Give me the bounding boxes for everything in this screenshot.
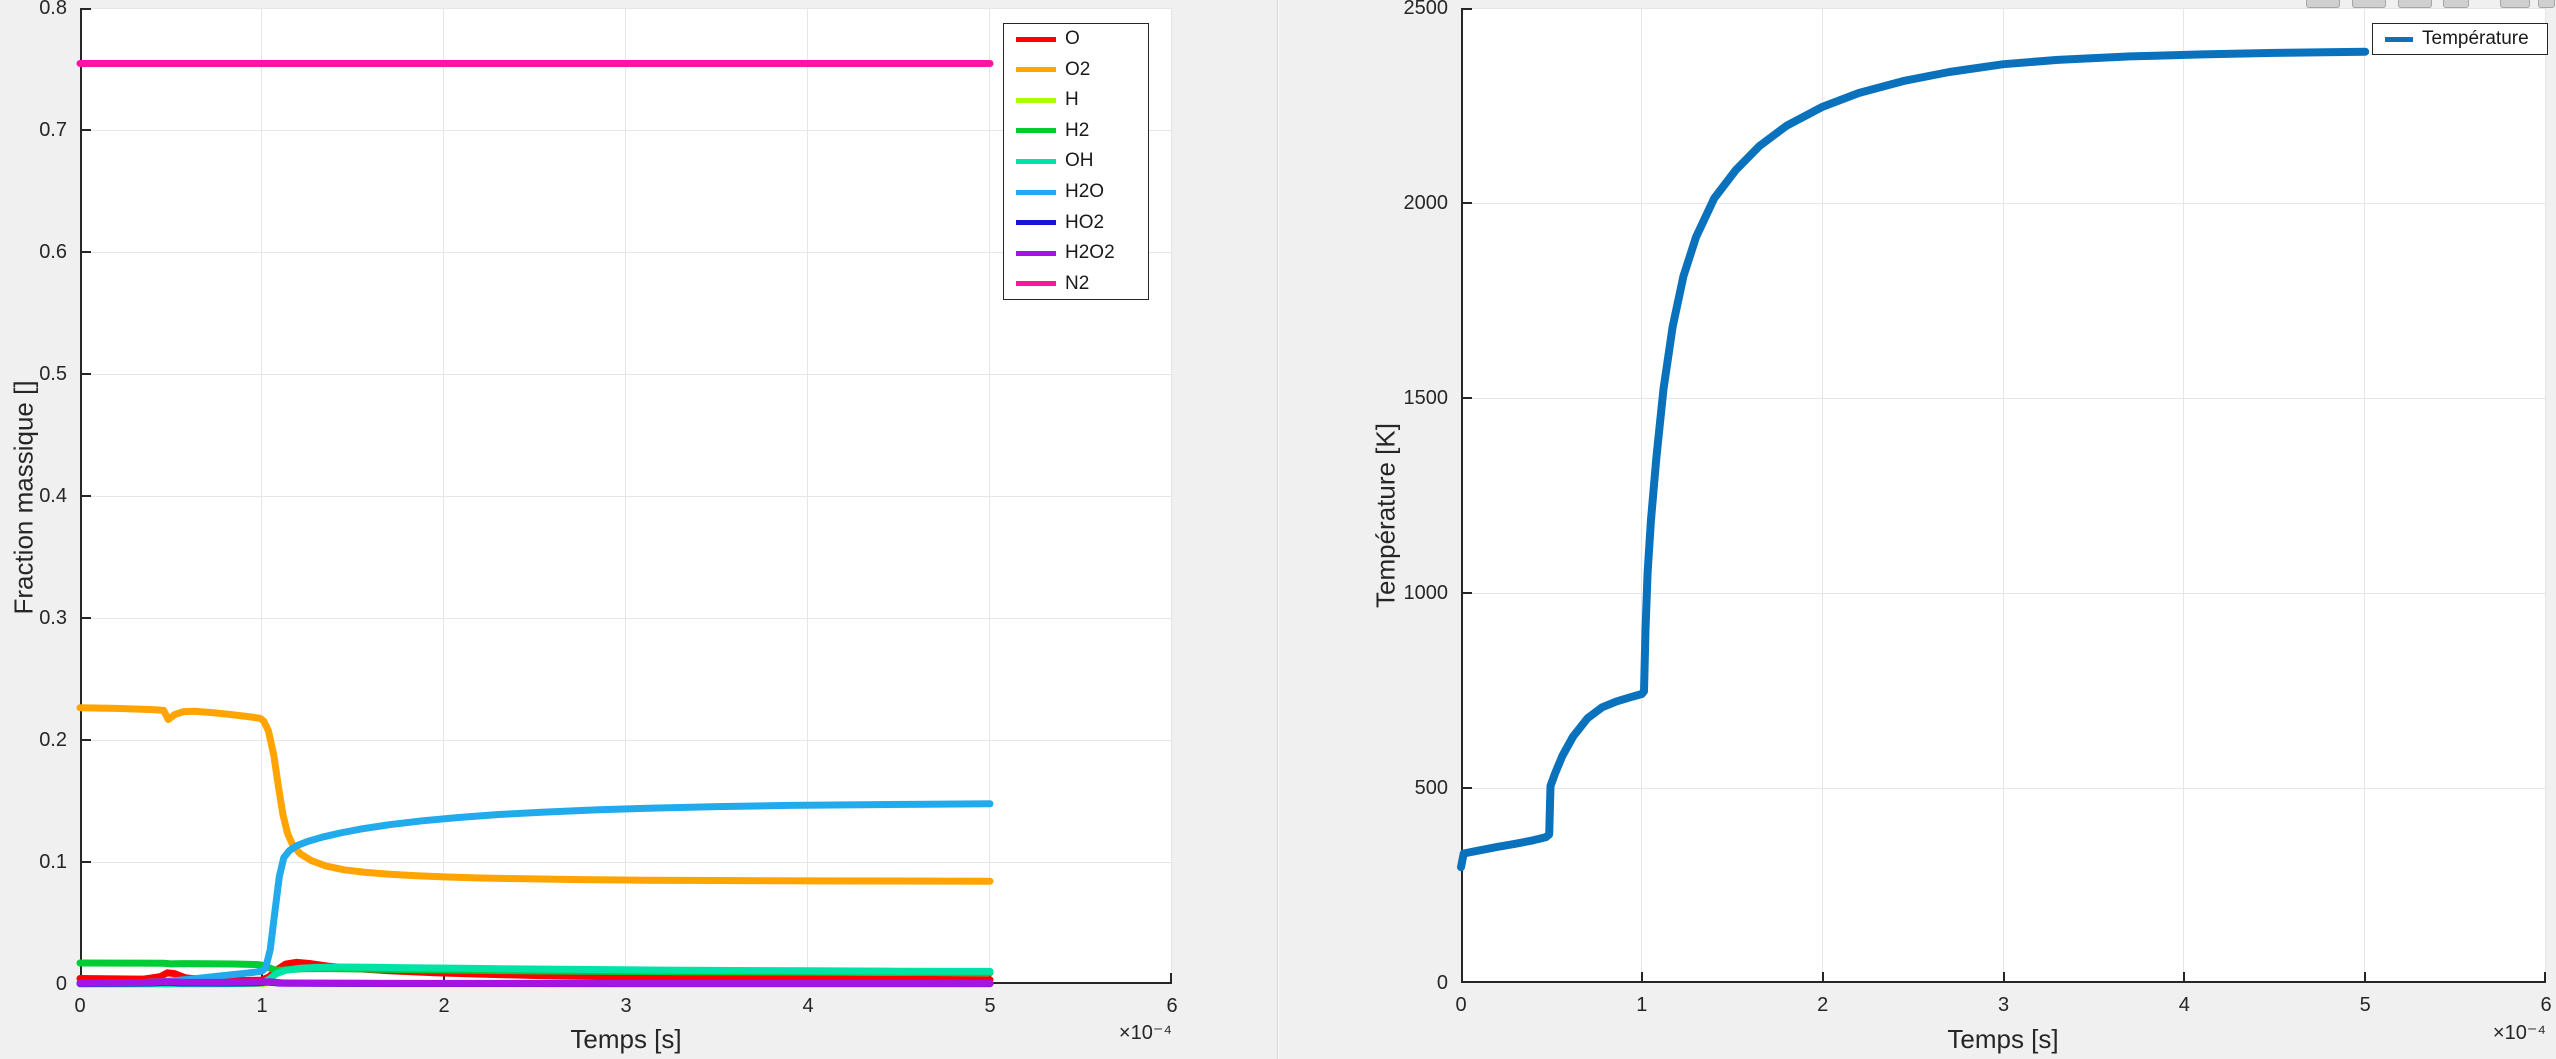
series-line-O [76,958,994,984]
mass-fraction-chart [76,8,1172,988]
O-legend-swatch [1016,36,1056,42]
y-tick-label: 0.4 [39,485,67,507]
legend-entry-HO2[interactable]: HO2 [1016,212,1148,234]
legend-entry-O2[interactable]: O2 [1016,59,1148,81]
zoom-in-icon[interactable] [2500,0,2530,8]
x-tick-label: 6 [2540,994,2552,1016]
x-tick-label: 2 [438,995,450,1017]
legend-entry-H2O2[interactable]: H2O2 [1016,242,1148,264]
series-line-Température [1457,47,2370,872]
HO2-legend-swatch [1016,220,1056,226]
H2O2-legend-swatch [1016,250,1056,256]
temperature-chart [1457,8,2546,983]
y-tick-label: 0 [1436,972,1448,994]
x-axis-exponent-left: ×10⁻⁴ [1118,1022,1172,1044]
x-tick-label: 6 [1166,995,1178,1017]
x-tick-label: 4 [802,995,814,1017]
temperature-legend[interactable]: Température [2372,23,2548,55]
brush-icon[interactable] [2352,0,2386,8]
x-tick-label: 5 [984,995,996,1017]
y-tick-label: 0.7 [39,119,67,141]
y-tick-label: 0.8 [39,0,67,19]
legend-entry-H2[interactable]: H2 [1016,120,1148,142]
x-axis-label-left: Temps [s] [570,1024,682,1054]
datatip-icon[interactable] [2398,0,2432,8]
O2-legend-swatch [1016,67,1056,73]
legend-entry-label: H [1065,89,1079,111]
legend-entry-H[interactable]: H [1016,89,1148,111]
x-tick-label: 2 [1817,994,1829,1016]
x-tick-label: 0 [1455,994,1467,1016]
legend-entry-label: H2 [1065,119,1090,141]
y-tick-label: 0.3 [39,607,67,629]
x-tick-label: 3 [620,995,632,1017]
y-axis-label-temperature: Température [K] [1370,423,1401,608]
legend-entry-label: HO2 [1065,211,1105,233]
legend-entry-O[interactable]: O [1016,28,1148,50]
x-tick-label: 1 [256,995,268,1017]
y-tick-label: 0.1 [39,851,67,873]
y-tick-label: 2000 [1403,192,1449,214]
x-axis-label-right: Temps [s] [1947,1024,2059,1054]
N2-legend-swatch [1016,281,1056,287]
H2O-legend-swatch [1016,189,1056,195]
x-tick-label: 5 [2359,994,2371,1016]
legend-entry-OH[interactable]: OH [1016,150,1148,172]
legend-entry-label: O2 [1065,58,1091,80]
series-line-H2O [76,800,994,988]
y-tick-label: 0 [55,973,67,995]
H2-legend-swatch [1016,128,1056,134]
x-tick-label: 1 [1636,994,1648,1016]
y-tick-label: 0.5 [39,363,67,385]
panel-divider [1277,0,1278,1059]
x-tick-label: 0 [74,995,86,1017]
y-tick-label: 1500 [1403,387,1449,409]
legend-entry-label: O [1065,28,1080,50]
legend-entry-N2[interactable]: N2 [1016,273,1148,295]
OH-legend-swatch [1016,158,1056,164]
y-tick-label: 0.6 [39,241,67,263]
species-legend[interactable]: O O2 H H2 OH H2O HO2 H2O2 N2 [1003,23,1149,300]
panel-divider-highlight [1278,0,1279,1059]
legend-entry-label: Température [2422,28,2529,49]
save-icon[interactable] [2306,0,2340,8]
legend-entry-label: H2O [1065,181,1105,202]
x-axis-exponent-right: ×10⁻⁴ [2492,1022,2546,1044]
x-tick-label: 4 [2178,994,2190,1016]
y-tick-label: 2500 [1403,0,1449,19]
legend-entry-label: H2O2 [1065,242,1115,264]
H-legend-swatch [1016,97,1056,103]
series-line-O2 [76,704,994,885]
pan-icon[interactable] [2443,0,2469,8]
Température-legend-swatch [2385,36,2413,42]
series-line-H2O2 [76,978,994,987]
legend-entry-label: OH [1065,150,1094,172]
y-tick-label: 1000 [1403,582,1449,604]
legend-entry-label: N2 [1065,272,1090,294]
y-tick-label: 500 [1414,777,1448,799]
zoom-out-icon[interactable] [2538,0,2555,8]
legend-entry-Température[interactable]: Température [2385,28,2547,50]
y-tick-label: 0.2 [39,729,67,751]
legend-entry-H2O[interactable]: H2O [1016,181,1148,203]
x-tick-label: 3 [1997,994,2010,1016]
